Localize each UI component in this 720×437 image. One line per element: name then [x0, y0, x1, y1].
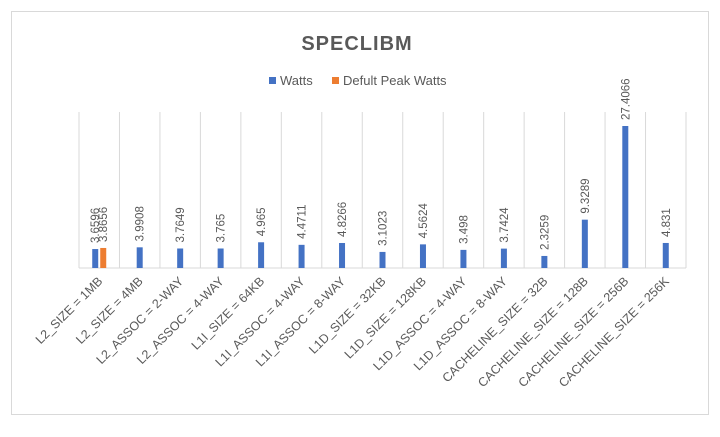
bar-1-0 — [100, 247, 107, 268]
data-label-0-4: 4.965 — [256, 207, 268, 236]
tick-label-7: L1D_SIZE = 32KB — [306, 274, 388, 356]
bar-0-1 — [136, 247, 143, 268]
legend-label-1: Defult Peak Watts — [343, 73, 447, 88]
bar-0-11 — [541, 255, 548, 268]
bar-0-10 — [500, 248, 507, 268]
chart-svg: SPECLIBM Watts Defult Peak Watts 3.65963.… — [33, 33, 687, 390]
bar-0-4 — [258, 242, 265, 268]
bar-0-0 — [92, 249, 99, 268]
bar-0-5 — [298, 244, 305, 268]
bar-0-13 — [622, 126, 629, 268]
data-label-0-5: 4.4711 — [297, 205, 309, 239]
data-label-0-12: 9.3289 — [580, 178, 592, 213]
chart-frame: SPECLIBM Watts Defult Peak Watts 3.6596 3.… — [11, 11, 709, 415]
tick-label-4: L1I_SIZE = 64KB — [189, 274, 267, 352]
data-label-0-1: 3.9908 — [135, 206, 147, 241]
legend-swatch-0 — [269, 77, 276, 84]
legend-label-0: Watts — [280, 73, 313, 88]
data-label-0-14: 4.831 — [661, 208, 673, 237]
bars — [92, 126, 669, 268]
data-label-0-3: 3.765 — [216, 214, 228, 243]
bar-0-8 — [419, 244, 426, 268]
chart-title: SPECLIBM — [301, 33, 412, 55]
bar-0-2 — [177, 248, 184, 268]
tick-label-0: L2_SIZE = 1MB — [33, 274, 106, 347]
legend-swatch-1 — [332, 77, 339, 84]
data-label-1-0: 3.8656 — [98, 207, 110, 242]
bar-0-7 — [379, 251, 386, 268]
data-label-0-7: 3.1023 — [378, 211, 390, 246]
bar-0-14 — [662, 242, 669, 268]
legend: Watts Defult Peak Watts — [269, 73, 447, 88]
data-label-0-0: 3.6596 — [90, 208, 102, 243]
bar-0-9 — [460, 249, 467, 268]
data-label-0-13: 27.4066 — [620, 78, 632, 120]
data-label-0-8: 4.5624 — [418, 203, 430, 239]
data-label-0-10: 3.7424 — [499, 207, 511, 243]
bar-0-12 — [581, 219, 588, 268]
data-label-0-9: 3.498 — [458, 215, 470, 244]
data-label-0-6: 4.8266 — [337, 202, 349, 237]
data-label-0-2: 3.7649 — [175, 207, 187, 242]
bar-0-6 — [339, 242, 346, 268]
data-label-0-11: 2.3259 — [539, 215, 551, 250]
bar-0-3 — [217, 248, 224, 268]
